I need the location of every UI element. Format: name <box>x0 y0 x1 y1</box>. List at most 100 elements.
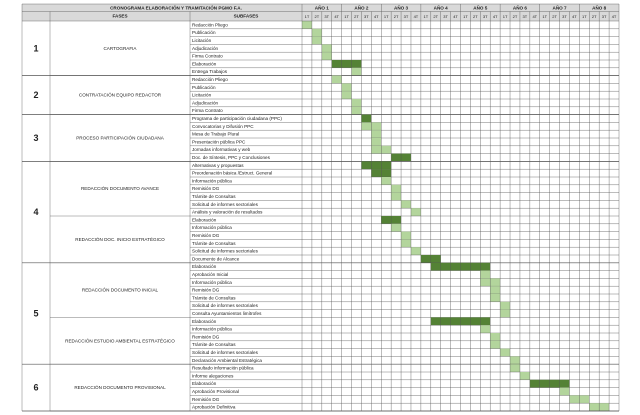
subphase-label: Resultado información pública <box>192 366 254 371</box>
subphase-label: Programa de participación ciudadana (PPC… <box>192 116 282 121</box>
phase-group-label: REDACCIÓN ESTUDIO AMBIENTAL ESTRATÉGICO <box>65 337 175 343</box>
phase-number: 1 <box>33 43 38 53</box>
schedule-bar <box>351 99 362 107</box>
subphase-label: Preordenación básica /Estruct. General <box>192 171 272 176</box>
schedule-bar <box>500 348 511 357</box>
schedule-bar <box>321 52 332 60</box>
subphase-label: Documento de Alcance <box>192 256 240 261</box>
quarter-label: 2T <box>433 14 438 19</box>
quarter-label: 1T <box>344 14 349 19</box>
subphase-label: Trámite de Consultas <box>192 342 236 347</box>
schedule-bar <box>341 83 352 92</box>
phase-number: 4 <box>33 207 38 217</box>
quarter-label: 4T <box>453 14 458 19</box>
schedule-bar <box>480 325 491 333</box>
quarter-label: 4T <box>612 14 617 19</box>
quarter-label: 3T <box>602 14 607 19</box>
subphase-label: Elaboración <box>192 381 217 386</box>
quarter-label: 3T <box>523 14 528 19</box>
schedule-bar <box>331 75 342 84</box>
schedule-bar <box>361 161 392 170</box>
schedule-bar <box>410 247 421 255</box>
subphase-label: Información pública <box>192 178 232 183</box>
schedule-bar <box>361 114 372 123</box>
schedule-bar <box>391 192 402 201</box>
subphase-label: Solicitud de informes sectoriales <box>192 350 259 355</box>
subphase-label: Licitación <box>192 93 212 98</box>
quarter-label: 4T <box>572 14 577 19</box>
subphase-label: Redacción Pliego <box>192 77 228 82</box>
schedule-bar <box>321 44 332 53</box>
quarter-label: 3T <box>404 14 409 19</box>
year-label: AÑO 7 <box>553 4 567 10</box>
subphase-label: Entrega Trabajos <box>192 69 228 74</box>
quarter-label: 2T <box>394 14 399 19</box>
year-label: AÑO 5 <box>473 4 487 10</box>
quarter-label: 2T <box>315 14 320 19</box>
subphase-label: Publicación <box>192 85 216 90</box>
subphase-label: Doc. de Síntesis, PPC y Conclusiones <box>192 155 271 160</box>
subphase-label: Informe alegaciones <box>192 373 234 378</box>
schedule-bar <box>490 333 501 341</box>
phase-number: 5 <box>33 309 38 319</box>
subphase-label: Firma Contrato <box>192 54 223 59</box>
schedule-bar <box>331 60 362 68</box>
schedule-bar <box>371 130 382 138</box>
phase-group-label: CONTRATACIÓN EQUIPO REDACTOR <box>79 92 162 98</box>
schedule-bar <box>311 28 322 37</box>
subphase-label: Trámite de Consultas <box>192 194 236 199</box>
quarter-label: 4T <box>414 14 419 19</box>
quarter-label: 1T <box>542 14 547 19</box>
quarter-label: 2T <box>552 14 557 19</box>
subphase-label: Análisis y valoración de resultados <box>192 210 263 215</box>
year-label: AÑO 6 <box>513 4 527 10</box>
subphase-label: Adjudicación <box>192 100 218 105</box>
schedule-bar <box>500 301 511 310</box>
subphase-label: Adjudicación <box>192 46 218 51</box>
subphase-label: Remisión DG <box>192 233 220 238</box>
subphase-label: Elaboración <box>192 61 217 66</box>
phase-group-label: REDACCIÓN DOCUMENTO AVANCE <box>81 185 159 191</box>
quarter-label: 2T <box>473 14 478 19</box>
quarter-label: 3T <box>443 14 448 19</box>
table-title: CRONOGRAMA ELABORACIÓN Y TRAMITACIÓN PGM… <box>110 3 242 10</box>
schedule-bar <box>401 200 411 209</box>
subphase-label: Remisión DG <box>192 186 220 191</box>
subphase-label: Aprobación Inicial <box>192 272 228 277</box>
subphase-label: Presentación pública PPC <box>192 139 246 144</box>
subphase-label: Información pública <box>192 280 232 285</box>
subphase-label: Licitación <box>192 38 212 43</box>
schedule-bar <box>510 364 520 372</box>
phase-number: 3 <box>33 133 38 143</box>
phase-group-label: REDACCIÓN DOC. INICIO ESTRATÉGICO <box>75 236 165 242</box>
schedule-bar <box>490 286 501 294</box>
subphase-label: Mesa de Trabajo Plural <box>192 132 239 137</box>
subphase-label: Remisión DG <box>192 288 220 293</box>
subphase-label: Firma Contrato <box>192 108 223 113</box>
schedule-bar <box>510 356 520 365</box>
subphase-label: Solicitud de informes sectoriales <box>192 202 259 207</box>
quarter-label: 3T <box>364 14 369 19</box>
phase-group-label: REDACCIÓN DOCUMENTO PROVISIONAL <box>74 384 166 390</box>
quarter-label: 3T <box>562 14 567 19</box>
phase-number: 2 <box>33 90 38 100</box>
subphase-label: Solicitud de informes sectoriales <box>192 303 259 308</box>
quarter-label: 4T <box>374 14 379 19</box>
schedule-bar <box>480 270 491 279</box>
quarter-label: 1T <box>463 14 468 19</box>
subphase-label: Alternativas y propuestas <box>192 163 244 168</box>
subphase-label: Trámite de Consultas <box>192 241 236 246</box>
subphase-label: Aprobación Provisional <box>192 389 239 394</box>
phase-group-label: CARTOGRAFIA <box>103 46 137 51</box>
quarter-label: 2T <box>513 14 518 19</box>
subphase-label: Información pública <box>192 225 232 230</box>
quarter-label: 1T <box>384 14 389 19</box>
schedule-bar <box>351 106 362 115</box>
phase-number: 6 <box>33 383 38 393</box>
schedule-bar <box>371 138 382 146</box>
schedule-bar <box>302 21 312 29</box>
subphase-label: Elaboración <box>192 264 217 269</box>
schedule-bar <box>391 184 402 193</box>
subphase-label: Consulta Ayuntamientos limítrofes <box>192 311 262 316</box>
